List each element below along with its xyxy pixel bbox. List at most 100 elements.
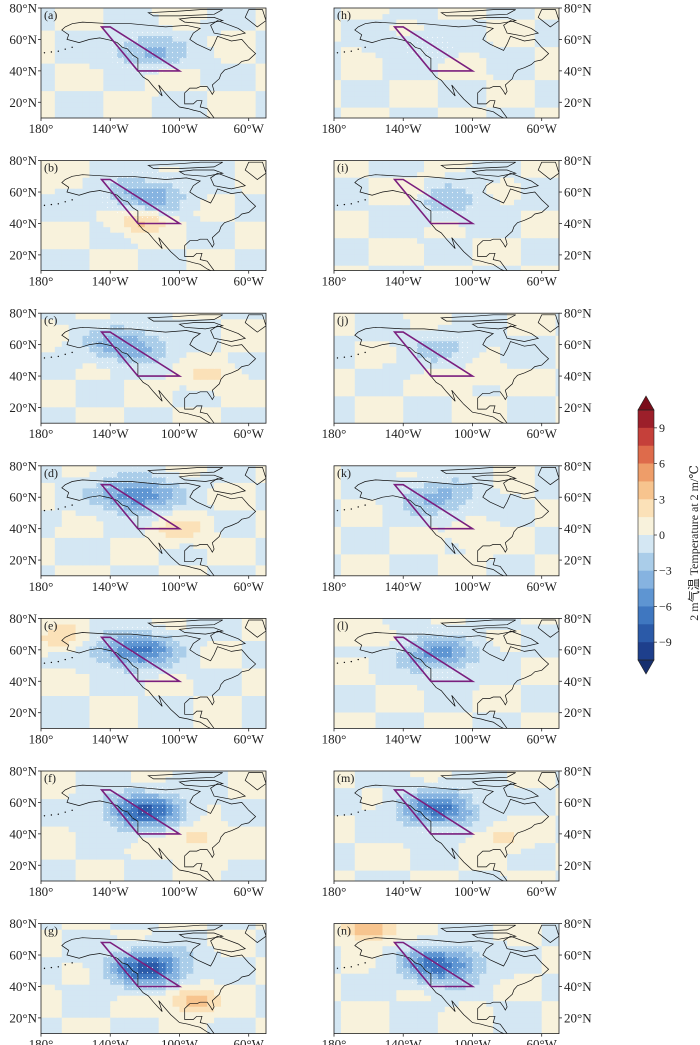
anomaly-cell — [451, 101, 460, 108]
anomaly-cell — [172, 870, 181, 877]
x-tick-label: 180° — [29, 426, 54, 441]
anomaly-cell — [514, 107, 522, 114]
anomaly-cell — [248, 85, 257, 92]
anomaly-cell — [61, 815, 70, 822]
anomaly-cell — [89, 667, 97, 674]
anomaly-cell — [417, 101, 425, 108]
anomaly-cell — [417, 107, 425, 114]
anomaly-cell — [89, 46, 97, 53]
anomaly-cell — [47, 96, 56, 103]
anomaly-cell — [193, 934, 201, 941]
anomaly-cell — [103, 210, 111, 217]
anomaly-cell — [110, 1017, 118, 1024]
anomaly-cell — [61, 629, 70, 636]
anomaly-cell — [165, 684, 174, 691]
anomaly-cell — [96, 934, 104, 941]
anomaly-cell — [241, 417, 250, 424]
anomaly-cell — [68, 68, 77, 75]
anomaly-cell — [234, 324, 243, 331]
anomaly-cell — [41, 809, 49, 816]
anomaly-cell — [54, 793, 63, 800]
anomaly-cell — [165, 471, 174, 478]
anomaly-cell — [103, 107, 111, 114]
anomaly-cell — [214, 221, 222, 228]
anomaly-cell — [200, 548, 208, 555]
anomaly-cell — [179, 656, 187, 663]
anomaly-cell — [61, 324, 70, 331]
anomaly-cell — [234, 13, 243, 20]
anomaly-cell — [186, 864, 194, 871]
anomaly-cell — [479, 74, 487, 81]
anomaly-cell — [207, 160, 215, 167]
anomaly-cell — [103, 837, 111, 844]
anomaly-cell — [179, 929, 187, 936]
anomaly-cell — [103, 520, 111, 527]
anomaly-cell — [248, 526, 257, 533]
anomaly-cell — [110, 13, 118, 20]
anomaly-cell — [207, 112, 215, 118]
anomaly-cell — [221, 373, 229, 380]
anomaly-cell — [227, 645, 236, 652]
anomaly-cell — [200, 19, 208, 26]
anomaly-cell — [255, 406, 264, 413]
anomaly-cell — [89, 52, 97, 59]
anomaly-cell — [41, 482, 49, 489]
anomaly-cell — [110, 237, 118, 244]
anomaly-cell — [75, 357, 84, 364]
anomaly-cell — [124, 112, 132, 118]
anomaly-cell — [200, 995, 208, 1002]
anomaly-cell — [41, 46, 49, 53]
anomaly-cell — [41, 476, 49, 483]
anomaly-cell — [200, 504, 208, 511]
anomaly-cell — [241, 504, 250, 511]
anomaly-cell — [82, 929, 91, 936]
anomaly-cell — [255, 995, 264, 1002]
anomaly-cell — [262, 346, 266, 353]
anomaly-cell — [61, 79, 70, 86]
anomaly-cell — [207, 645, 215, 652]
anomaly-cell — [137, 542, 146, 549]
anomaly-cell — [500, 90, 508, 97]
anomaly-cell — [193, 313, 201, 320]
anomaly-cell — [248, 695, 257, 702]
anomaly-cell — [221, 629, 229, 636]
anomaly-cell — [234, 406, 243, 413]
anomaly-cell — [234, 629, 243, 636]
anomaly-cell — [124, 711, 132, 718]
anomaly-cell — [75, 35, 84, 42]
anomaly-cell — [262, 177, 266, 184]
anomaly-cell — [172, 787, 181, 794]
anomaly-cell — [207, 634, 215, 641]
anomaly-cell — [368, 90, 377, 97]
anomaly-cell — [214, 357, 222, 364]
anomaly-cell — [207, 804, 215, 811]
anomaly-cell — [75, 101, 84, 108]
anomaly-cell — [214, 406, 222, 413]
anomaly-cell — [255, 493, 264, 500]
anomaly-cell — [117, 711, 125, 718]
anomaly-cell — [47, 324, 56, 331]
anomaly-cell — [54, 864, 63, 871]
anomaly-cell — [248, 101, 257, 108]
anomaly-cell — [241, 226, 250, 233]
anomaly-cell — [248, 362, 257, 369]
anomaly-cell — [255, 787, 264, 794]
anomaly-cell — [82, 973, 91, 980]
anomaly-cell — [117, 717, 125, 724]
anomaly-cell — [110, 384, 118, 391]
anomaly-cell — [47, 820, 56, 827]
anomaly-cell — [137, 548, 146, 555]
anomaly-cell — [124, 700, 132, 707]
anomaly-cell — [54, 651, 63, 658]
anomaly-cell — [47, 793, 56, 800]
anomaly-cell — [68, 809, 77, 816]
anomaly-cell — [207, 509, 215, 516]
anomaly-cell — [179, 85, 187, 92]
anomaly-cell — [117, 695, 125, 702]
anomaly-cell — [221, 63, 229, 70]
anomaly-cell — [144, 74, 153, 81]
anomaly-cell — [186, 346, 194, 353]
anomaly-cell — [179, 695, 187, 702]
anomaly-cell — [54, 526, 63, 533]
anomaly-cell — [165, 79, 174, 86]
